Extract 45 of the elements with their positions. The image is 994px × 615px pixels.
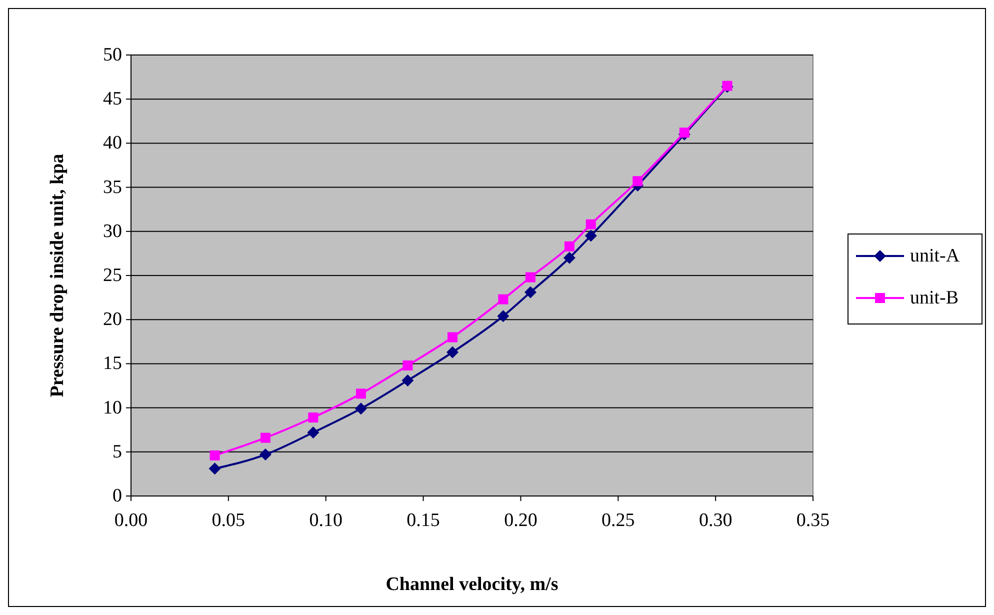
x-tick-label: 0.10 [309,510,342,531]
y-tick-label: 45 [103,88,122,110]
point [208,462,221,475]
x-tick-label: 0.00 [114,510,148,531]
point [497,310,510,322]
x-tick-label: 0.30 [698,510,732,531]
x-tick-label: 0.25 [602,510,635,531]
point [259,448,272,461]
point [260,432,270,443]
y-tick-label: 20 [103,309,122,330]
y-tick-label: 35 [103,176,122,198]
point [448,332,458,342]
x-tick-label: 0.05 [212,510,246,531]
point [498,294,508,304]
y-axis-title: Pressure drop inside unit, kpa [47,153,68,398]
x-axis-title: Channel velocity, m/s [386,574,558,595]
y-tick-label: 40 [103,132,122,154]
y-tick-label: 50 [103,44,122,66]
x-tick-label: 0.35 [796,510,830,531]
x-tick-label: 0.20 [504,510,538,531]
point [524,286,536,298]
legend-label: unit-A [910,246,960,266]
y-tick-label: 30 [103,220,122,242]
point [210,450,220,460]
point [308,412,318,422]
point [584,230,597,242]
y-tick-label: 15 [103,353,122,374]
point [563,252,576,264]
point [564,241,574,252]
y-tick-label: 0 [112,486,122,506]
point [307,426,320,438]
x-tick-label: 0.15 [406,510,440,531]
point [356,388,366,399]
point [525,272,536,282]
point [679,128,690,138]
point [446,346,459,358]
point [586,219,596,230]
point [402,374,414,386]
y-tick-label: 10 [103,397,122,418]
legend-label: unit-B [910,288,959,308]
y-tick-label: 5 [112,441,122,462]
point [354,402,367,415]
y-tick-label: 25 [103,265,122,286]
point [402,360,413,370]
point [632,176,643,186]
